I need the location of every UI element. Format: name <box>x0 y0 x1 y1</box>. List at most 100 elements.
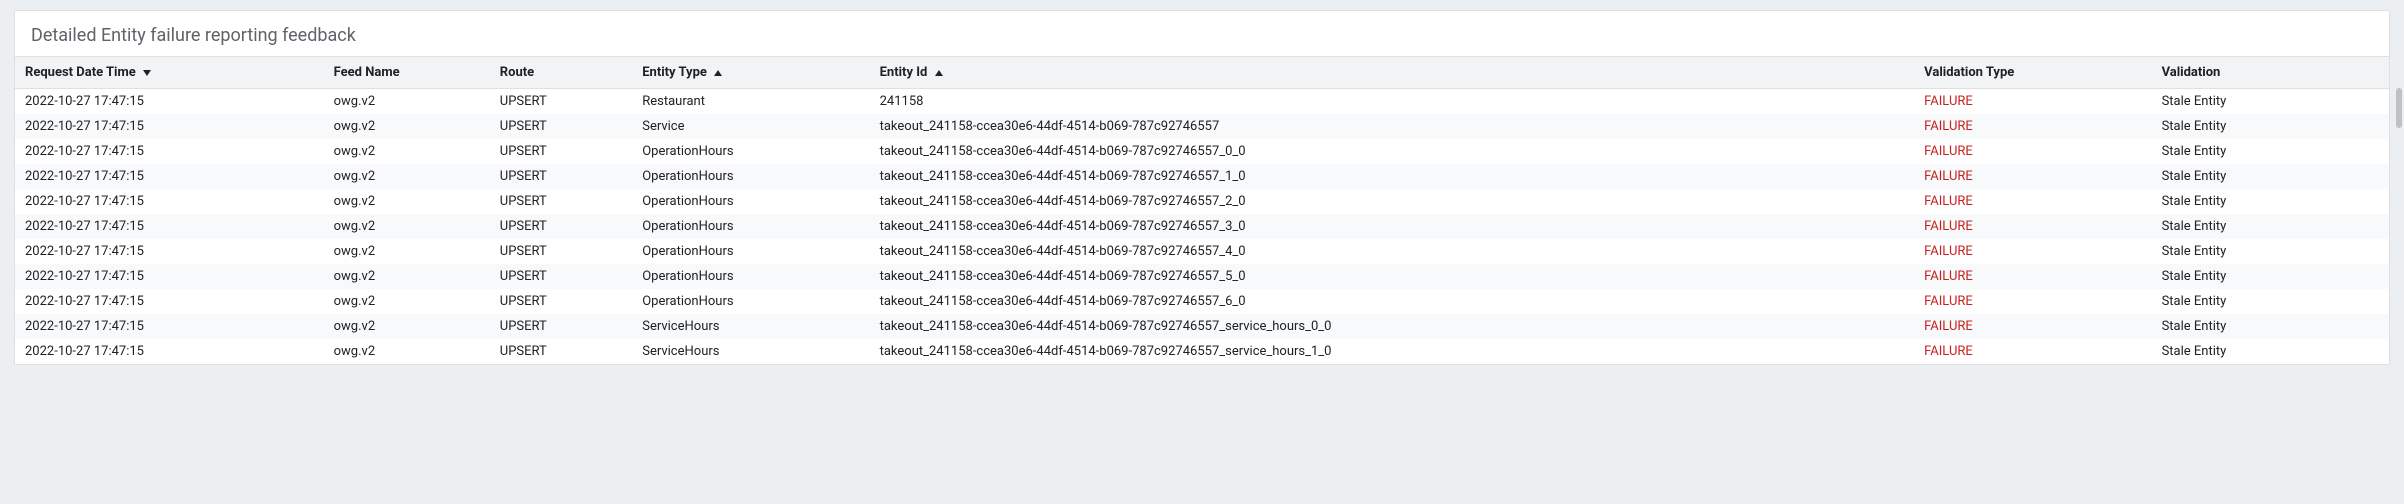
cell-route: UPSERT <box>490 89 632 115</box>
cell-entity-id: takeout_241158-ccea30e6-44df-4514-b069-7… <box>870 239 1915 264</box>
sort-asc-icon <box>714 70 722 76</box>
table-row[interactable]: 2022-10-27 17:47:15owg.v2UPSERTServiceHo… <box>15 339 2389 364</box>
cell-feed-name: owg.v2 <box>324 214 490 239</box>
cell-request-date-time: 2022-10-27 17:47:15 <box>15 289 324 314</box>
cell-validation-type: FAILURE <box>1914 239 2151 264</box>
table-row[interactable]: 2022-10-27 17:47:15owg.v2UPSERTOperation… <box>15 239 2389 264</box>
cell-entity-type: Service <box>632 114 869 139</box>
cell-validation-type: FAILURE <box>1914 89 2151 115</box>
col-header-route[interactable]: Route <box>490 57 632 89</box>
cell-validation: Stale Entity <box>2152 289 2389 314</box>
scrollbar-thumb[interactable] <box>2396 88 2402 128</box>
cell-request-date-time: 2022-10-27 17:47:15 <box>15 89 324 115</box>
cell-feed-name: owg.v2 <box>324 164 490 189</box>
col-header-label: Entity Type <box>642 65 707 80</box>
table-body: 2022-10-27 17:47:15owg.v2UPSERTRestauran… <box>15 89 2389 365</box>
cell-request-date-time: 2022-10-27 17:47:15 <box>15 114 324 139</box>
table-row[interactable]: 2022-10-27 17:47:15owg.v2UPSERTServiceHo… <box>15 314 2389 339</box>
cell-route: UPSERT <box>490 289 632 314</box>
table-row[interactable]: 2022-10-27 17:47:15owg.v2UPSERTOperation… <box>15 139 2389 164</box>
cell-validation-type: FAILURE <box>1914 314 2151 339</box>
cell-feed-name: owg.v2 <box>324 89 490 115</box>
entity-failure-table: Request Date Time Feed Name Route Entity… <box>15 56 2389 364</box>
col-header-validation[interactable]: Validation <box>2152 57 2389 89</box>
col-header-label: Validation Type <box>1924 65 2014 80</box>
cell-validation: Stale Entity <box>2152 139 2389 164</box>
cell-request-date-time: 2022-10-27 17:47:15 <box>15 339 324 364</box>
cell-entity-id: takeout_241158-ccea30e6-44df-4514-b069-7… <box>870 139 1915 164</box>
col-header-entity-id[interactable]: Entity Id <box>870 57 1915 89</box>
cell-feed-name: owg.v2 <box>324 139 490 164</box>
cell-route: UPSERT <box>490 339 632 364</box>
cell-route: UPSERT <box>490 114 632 139</box>
col-header-validation-type[interactable]: Validation Type <box>1914 57 2151 89</box>
cell-validation-type: FAILURE <box>1914 139 2151 164</box>
cell-entity-id: takeout_241158-ccea30e6-44df-4514-b069-7… <box>870 289 1915 314</box>
cell-entity-id: takeout_241158-ccea30e6-44df-4514-b069-7… <box>870 264 1915 289</box>
col-header-label: Route <box>500 65 534 80</box>
cell-feed-name: owg.v2 <box>324 264 490 289</box>
table-row[interactable]: 2022-10-27 17:47:15owg.v2UPSERTOperation… <box>15 264 2389 289</box>
table-row[interactable]: 2022-10-27 17:47:15owg.v2UPSERTOperation… <box>15 214 2389 239</box>
cell-request-date-time: 2022-10-27 17:47:15 <box>15 139 324 164</box>
cell-route: UPSERT <box>490 264 632 289</box>
cell-entity-type: OperationHours <box>632 139 869 164</box>
col-header-label: Request Date Time <box>25 65 136 80</box>
cell-entity-id: takeout_241158-ccea30e6-44df-4514-b069-7… <box>870 164 1915 189</box>
cell-entity-type: ServiceHours <box>632 314 869 339</box>
col-header-entity-type[interactable]: Entity Type <box>632 57 869 89</box>
cell-feed-name: owg.v2 <box>324 314 490 339</box>
cell-entity-type: OperationHours <box>632 189 869 214</box>
cell-validation-type: FAILURE <box>1914 114 2151 139</box>
cell-validation: Stale Entity <box>2152 214 2389 239</box>
cell-route: UPSERT <box>490 139 632 164</box>
col-header-label: Entity Id <box>880 65 928 80</box>
col-header-feed-name[interactable]: Feed Name <box>324 57 490 89</box>
sort-asc-icon <box>935 70 943 76</box>
cell-validation-type: FAILURE <box>1914 264 2151 289</box>
cell-validation: Stale Entity <box>2152 264 2389 289</box>
col-header-label: Feed Name <box>334 65 400 80</box>
col-header-request-date-time[interactable]: Request Date Time <box>15 57 324 89</box>
cell-route: UPSERT <box>490 314 632 339</box>
cell-validation: Stale Entity <box>2152 89 2389 115</box>
cell-feed-name: owg.v2 <box>324 339 490 364</box>
table-row[interactable]: 2022-10-27 17:47:15owg.v2UPSERTOperation… <box>15 189 2389 214</box>
cell-validation: Stale Entity <box>2152 239 2389 264</box>
cell-request-date-time: 2022-10-27 17:47:15 <box>15 239 324 264</box>
cell-entity-id: 241158 <box>870 89 1915 115</box>
cell-feed-name: owg.v2 <box>324 239 490 264</box>
cell-route: UPSERT <box>490 239 632 264</box>
cell-entity-type: OperationHours <box>632 164 869 189</box>
cell-validation: Stale Entity <box>2152 314 2389 339</box>
cell-entity-id: takeout_241158-ccea30e6-44df-4514-b069-7… <box>870 189 1915 214</box>
cell-entity-type: OperationHours <box>632 264 869 289</box>
cell-validation: Stale Entity <box>2152 164 2389 189</box>
cell-request-date-time: 2022-10-27 17:47:15 <box>15 314 324 339</box>
cell-validation: Stale Entity <box>2152 189 2389 214</box>
cell-validation-type: FAILURE <box>1914 164 2151 189</box>
cell-route: UPSERT <box>490 214 632 239</box>
cell-entity-id: takeout_241158-ccea30e6-44df-4514-b069-7… <box>870 339 1915 364</box>
cell-entity-id: takeout_241158-ccea30e6-44df-4514-b069-7… <box>870 314 1915 339</box>
cell-validation-type: FAILURE <box>1914 289 2151 314</box>
cell-entity-type: OperationHours <box>632 214 869 239</box>
cell-entity-type: OperationHours <box>632 289 869 314</box>
cell-validation: Stale Entity <box>2152 114 2389 139</box>
table-row[interactable]: 2022-10-27 17:47:15owg.v2UPSERTRestauran… <box>15 89 2389 115</box>
cell-feed-name: owg.v2 <box>324 114 490 139</box>
table-header-row: Request Date Time Feed Name Route Entity… <box>15 57 2389 89</box>
cell-validation-type: FAILURE <box>1914 189 2151 214</box>
table-row[interactable]: 2022-10-27 17:47:15owg.v2UPSERTServiceta… <box>15 114 2389 139</box>
table-row[interactable]: 2022-10-27 17:47:15owg.v2UPSERTOperation… <box>15 289 2389 314</box>
cell-validation: Stale Entity <box>2152 339 2389 364</box>
cell-request-date-time: 2022-10-27 17:47:15 <box>15 264 324 289</box>
cell-request-date-time: 2022-10-27 17:47:15 <box>15 214 324 239</box>
cell-entity-id: takeout_241158-ccea30e6-44df-4514-b069-7… <box>870 114 1915 139</box>
cell-entity-type: Restaurant <box>632 89 869 115</box>
cell-validation-type: FAILURE <box>1914 214 2151 239</box>
col-header-label: Validation <box>2162 65 2221 80</box>
table-row[interactable]: 2022-10-27 17:47:15owg.v2UPSERTOperation… <box>15 164 2389 189</box>
cell-entity-type: OperationHours <box>632 239 869 264</box>
cell-feed-name: owg.v2 <box>324 289 490 314</box>
